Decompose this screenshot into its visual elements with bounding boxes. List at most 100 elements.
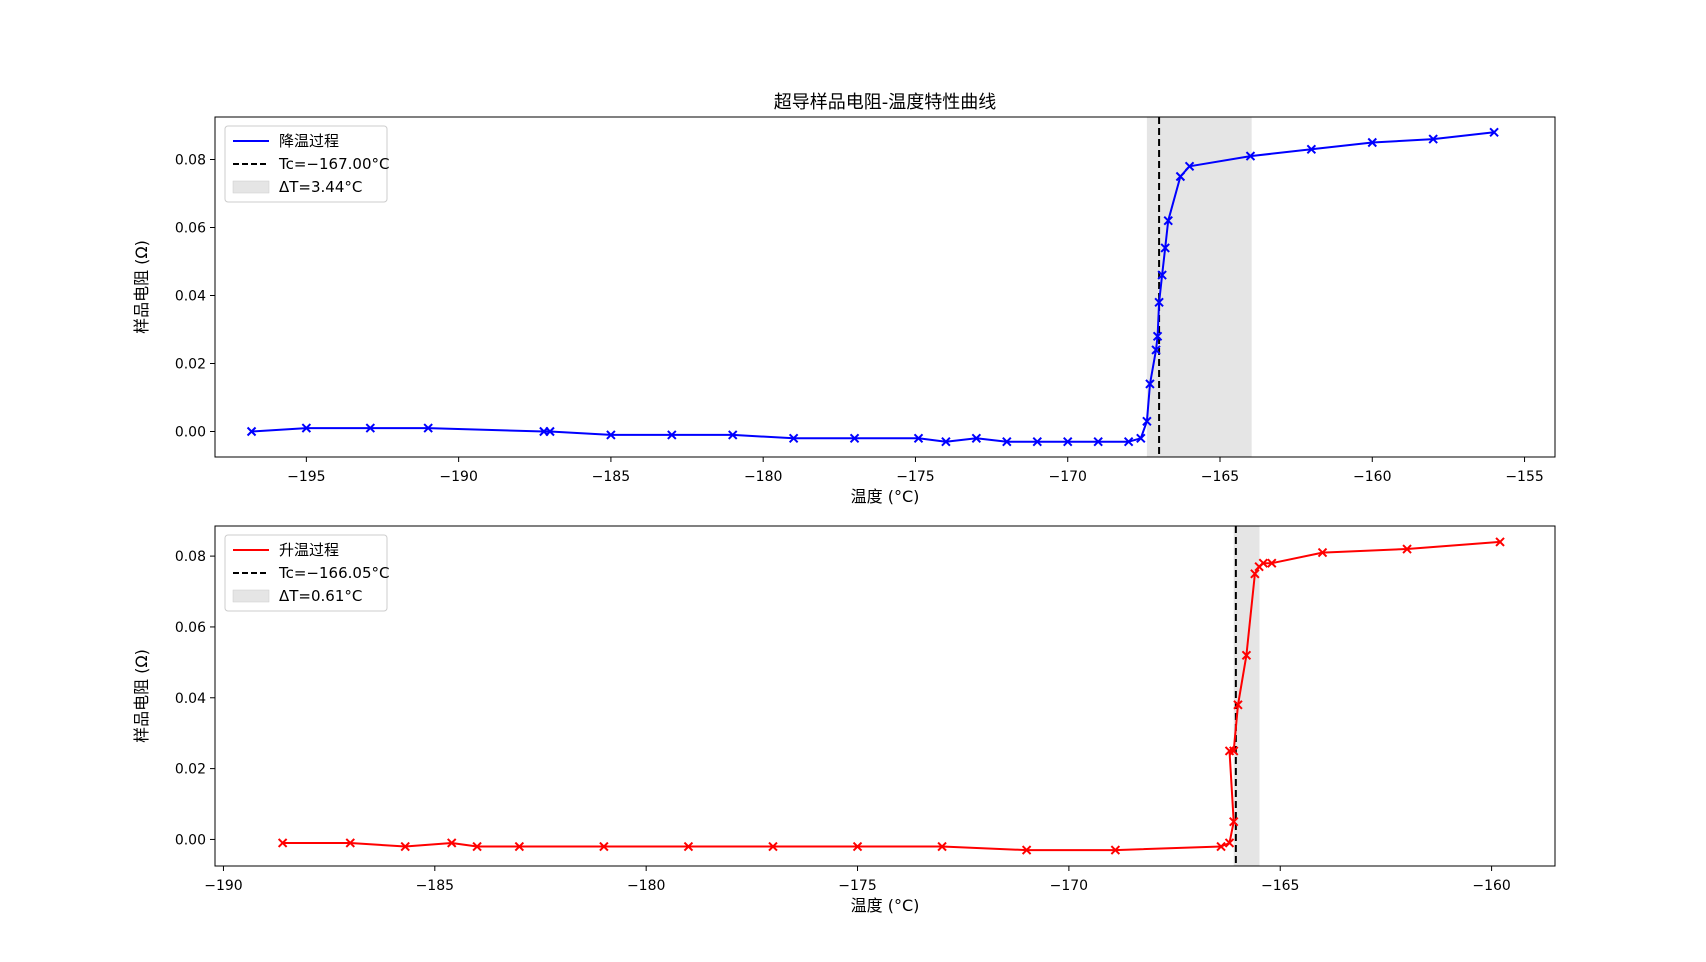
data-point — [1063, 436, 1073, 447]
x-axis-label: 温度 (°C) — [851, 487, 920, 506]
y-tick-label: 0.06 — [175, 620, 206, 636]
legend-label: Tc=−166.05°C — [278, 564, 389, 582]
y-tick-label: 0.02 — [175, 357, 206, 373]
x-tick-label: −180 — [744, 469, 782, 485]
data-point — [1142, 416, 1152, 427]
y-tick-label: 0.02 — [175, 762, 206, 778]
data-point — [472, 841, 482, 852]
data-point — [1216, 841, 1226, 852]
data-point — [246, 426, 257, 437]
data-point — [1175, 171, 1186, 182]
data-point — [1184, 161, 1195, 172]
data-point — [937, 841, 947, 852]
data-point — [423, 423, 433, 433]
data-point — [1136, 433, 1146, 444]
data-point — [1145, 379, 1155, 389]
data-point — [1250, 569, 1260, 579]
data-point — [683, 841, 694, 852]
series-line — [251, 131, 1495, 443]
data-point — [1032, 436, 1042, 447]
x-tick-label: −180 — [627, 878, 665, 894]
data-point — [1123, 436, 1134, 447]
data-point — [1224, 838, 1235, 848]
data-point — [1093, 436, 1103, 447]
data-point — [345, 838, 355, 848]
legend-label: ΔT=0.61°C — [279, 587, 362, 605]
data-point — [1489, 127, 1499, 138]
x-tick-label: −195 — [287, 469, 325, 485]
legend-label: Tc=−167.00°C — [278, 155, 389, 173]
data-point — [971, 433, 982, 444]
x-tick-label: −185 — [416, 878, 454, 894]
data-point — [852, 841, 863, 852]
data-point — [1241, 650, 1252, 660]
data-point — [1495, 537, 1505, 547]
x-tick-label: −175 — [896, 469, 934, 485]
x-tick-label: −185 — [592, 469, 630, 485]
data-point — [1317, 547, 1328, 558]
data-point — [599, 841, 609, 852]
data-point — [1002, 436, 1012, 447]
data-point — [788, 433, 799, 444]
plot-frame — [214, 116, 1556, 458]
data-point — [1367, 137, 1377, 148]
y-tick-label: 0.00 — [175, 832, 206, 848]
x-tick-label: −190 — [439, 469, 477, 485]
data-point — [606, 430, 616, 440]
data-point — [514, 841, 525, 852]
data-point — [1267, 558, 1277, 568]
data-point — [1428, 134, 1438, 144]
data-point — [1233, 700, 1243, 710]
data-point — [1154, 297, 1164, 308]
legend-label: 降温过程 — [279, 132, 339, 150]
x-tick-label: −190 — [204, 878, 242, 894]
subplot-warming: −190 −185 −180 −175 −170 −165 −160 0.00 0.02 0.04… — [132, 525, 1556, 915]
data-point — [728, 430, 738, 440]
y-tick-label: 0.08 — [175, 153, 206, 169]
y-tick-label: 0.06 — [175, 221, 206, 237]
data-point — [1229, 746, 1239, 756]
x-tick-label: −170 — [1050, 878, 1088, 894]
data-point — [849, 433, 860, 444]
data-point — [768, 841, 778, 852]
legend-label: ΔT=3.44°C — [279, 178, 362, 196]
data-point — [941, 436, 951, 447]
y-axis-label: 样品电阻 (Ω) — [132, 240, 151, 334]
plot-frame — [214, 525, 1556, 867]
x-tick-label: −175 — [838, 878, 876, 894]
figure-title: 超导样品电阻-温度特性曲线 — [774, 92, 997, 113]
x-tick-label: −160 — [1353, 469, 1391, 485]
legend-band-swatch — [232, 180, 270, 194]
data-point — [1110, 845, 1121, 855]
data-point — [1157, 270, 1167, 280]
transition-band — [1233, 526, 1260, 866]
data-point — [1160, 243, 1170, 253]
data-point — [1152, 331, 1163, 342]
data-point — [545, 426, 555, 437]
data-point — [277, 838, 288, 848]
data-point — [1151, 345, 1161, 355]
data-point — [301, 423, 312, 433]
data-point — [1163, 215, 1173, 226]
x-tick-label: −170 — [1049, 469, 1087, 485]
subplot-cooling: −195 −190 −185 −180 −175 −170 −165 −160 −155 0.00… — [132, 116, 1556, 506]
x-tick-label: −165 — [1261, 878, 1299, 894]
x-tick-label: −155 — [1505, 469, 1543, 485]
data-point — [667, 430, 677, 440]
legend-label: 升温过程 — [279, 541, 339, 559]
y-axis-label: 样品电阻 (Ω) — [132, 649, 151, 743]
data-point — [1258, 558, 1269, 568]
y-tick-label: 0.00 — [175, 425, 206, 441]
transition-band — [1146, 117, 1252, 457]
y-tick-label: 0.04 — [175, 289, 206, 305]
data-point — [913, 433, 924, 444]
data-point — [365, 423, 376, 433]
x-axis-label: 温度 (°C) — [851, 896, 920, 915]
x-tick-label: −165 — [1201, 469, 1239, 485]
y-tick-label: 0.08 — [175, 549, 206, 565]
legend-band-swatch — [232, 589, 270, 603]
data-point — [400, 841, 410, 852]
series-line — [282, 540, 1501, 852]
data-point — [447, 838, 457, 848]
